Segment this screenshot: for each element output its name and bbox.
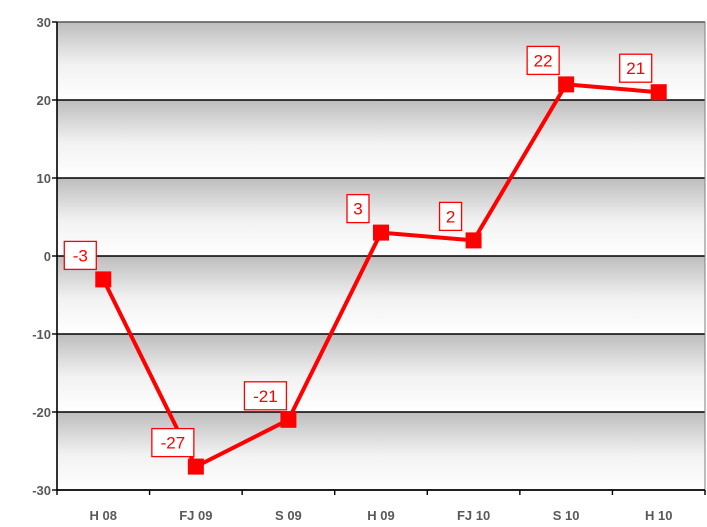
data-label-box xyxy=(619,53,653,83)
data-point-marker xyxy=(650,84,667,101)
data-label-box xyxy=(346,193,370,224)
series-markers xyxy=(95,76,667,475)
data-label: -3 xyxy=(73,246,88,265)
data-point-marker xyxy=(280,411,297,428)
plot-background xyxy=(57,22,705,490)
x-tick-label: H 08 xyxy=(90,508,117,523)
y-axis-tick-labels: -30 -20 -10 0 10 20 30 xyxy=(32,15,57,498)
data-label-box xyxy=(151,427,195,458)
data-point-marker xyxy=(558,76,575,93)
y-tick-label: 10 xyxy=(37,171,51,186)
plot-band xyxy=(57,100,705,178)
data-label-box xyxy=(438,201,463,232)
x-tick-label: H 09 xyxy=(367,508,394,523)
data-label-box xyxy=(243,381,288,411)
y-tick-label: 30 xyxy=(37,15,51,30)
data-label: 2 xyxy=(446,207,455,226)
y-tick-label: 20 xyxy=(37,93,51,108)
x-tick-label: S 09 xyxy=(275,508,302,523)
y-tick-label: 0 xyxy=(44,249,51,264)
data-point-marker xyxy=(95,271,112,288)
x-tick-label: H 10 xyxy=(645,508,672,523)
plot-band xyxy=(57,256,705,334)
data-label: 22 xyxy=(534,51,553,70)
data-point-marker xyxy=(465,232,482,249)
y-tick-label: -20 xyxy=(32,405,51,420)
x-tick-label: S 10 xyxy=(553,508,580,523)
data-label: -27 xyxy=(161,434,186,453)
plot-band xyxy=(57,178,705,256)
plot-band xyxy=(57,334,705,412)
data-labels: -3-27-213 222 21 xyxy=(63,45,653,458)
data-label: 21 xyxy=(626,59,645,78)
data-label-box xyxy=(63,240,97,271)
y-tick-label: -10 xyxy=(32,327,51,342)
data-label: -21 xyxy=(253,387,278,406)
x-axis-tick-labels: H 08 FJ 09 S 09 H 09 FJ 10 S 10 H 10 xyxy=(56,490,706,523)
data-point-marker xyxy=(187,458,204,475)
y-tick-label: -30 xyxy=(32,483,51,498)
data-point-marker xyxy=(373,224,389,241)
x-tick-label: FJ 10 xyxy=(457,508,490,523)
data-label-box xyxy=(526,45,560,76)
x-tick-label: FJ 09 xyxy=(179,508,212,523)
data-label: 3 xyxy=(353,200,362,219)
